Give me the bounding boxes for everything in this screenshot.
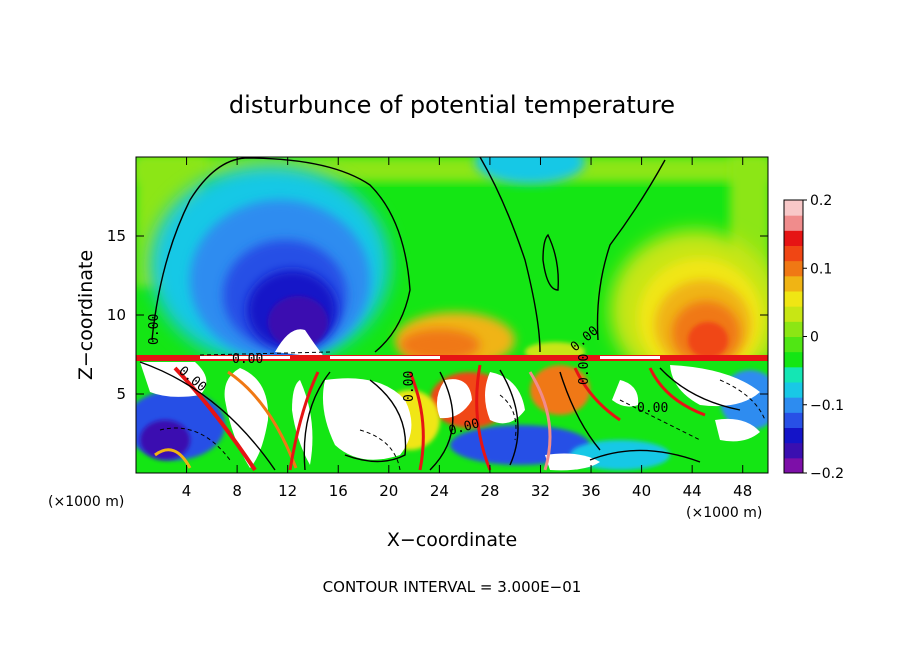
x-tick-label: 48: [733, 482, 752, 500]
y-unit-label: (×1000 m): [48, 494, 124, 510]
colorbar-swatch: [784, 291, 803, 307]
layer-boundary: [136, 355, 768, 361]
y-tick-label: 15: [107, 227, 126, 245]
saturated-region: [436, 379, 472, 419]
colorbar-swatch: [784, 321, 803, 337]
x-tick-label: 12: [278, 482, 297, 500]
colorbar-swatch: [784, 215, 803, 231]
colorbar-tick-label: −0.1: [810, 398, 844, 414]
x-unit-label: (×1000 m): [686, 505, 762, 521]
colorbar: [784, 200, 803, 474]
x-tick-label: 24: [430, 482, 449, 500]
contour-label: 0.00: [147, 314, 162, 345]
saturated-region: [485, 372, 525, 424]
x-axis-label: X−coordinate: [387, 529, 517, 551]
colorbar-labels: 0.2 0.1 0 −0.1 −0.2: [803, 193, 844, 482]
contour-label: 0.00: [232, 352, 263, 367]
colorbar-swatch: [784, 412, 803, 428]
x-tick-label: 44: [683, 482, 702, 500]
colorbar-swatch: [784, 245, 803, 262]
colorbar-swatch: [784, 200, 803, 216]
colorbar-swatch: [784, 442, 803, 459]
lower-layer-field: [136, 361, 768, 473]
colorbar-tick-label: 0: [810, 330, 819, 346]
colorbar-tick-label: 0.1: [810, 261, 832, 277]
x-tick-label: 40: [632, 482, 651, 500]
x-tick-label: 8: [232, 482, 242, 500]
colorbar-swatch: [784, 260, 803, 277]
warm-anomaly: [610, 230, 768, 390]
cold-anomaly: [150, 165, 390, 365]
negative-contour-lines: [159, 351, 766, 471]
colorbar-swatch: [784, 275, 803, 292]
colorbar-swatch: [784, 427, 803, 444]
saturated-region: [224, 368, 269, 468]
x-tick-label: 28: [480, 482, 499, 500]
colorbar-swatch: [784, 306, 803, 322]
y-tick-label: 10: [107, 306, 126, 324]
colorbar-swatch: [784, 457, 803, 474]
y-axis: 5 10 15: [107, 227, 768, 403]
contour-interval-note: CONTOUR INTERVAL = 3.000E−01: [323, 578, 582, 596]
x-tick-label: 36: [581, 482, 600, 500]
contour-label: 0.00: [637, 401, 668, 416]
colorbar-swatch: [784, 351, 803, 368]
x-tick-label: 32: [531, 482, 550, 500]
x-tick-label: 20: [379, 482, 398, 500]
saturated-region: [545, 453, 600, 471]
saturated-region: [670, 365, 760, 407]
colorbar-swatch: [784, 382, 803, 398]
chart-title: disturbunce of potential temperature: [229, 91, 675, 119]
colorbar-swatch: [784, 366, 803, 383]
colorbar-tick-label: −0.2: [810, 466, 844, 482]
y-tick-label: 5: [116, 385, 126, 403]
x-tick-label: 16: [329, 482, 348, 500]
colorbar-swatch: [784, 397, 803, 413]
x-tick-label: 4: [182, 482, 192, 500]
saturated-region: [140, 362, 207, 397]
colorbar-tick-label: 0.2: [810, 193, 832, 209]
colorbar-swatch: [784, 336, 803, 353]
upper-layer-field: [136, 157, 768, 390]
saturated-region: [715, 418, 760, 442]
contour-label: 0.00: [577, 354, 592, 385]
y-axis-label: Z−coordinate: [75, 250, 97, 380]
saturated-region: [612, 380, 639, 407]
contour-label: 0.00: [402, 371, 417, 402]
x-axis: 4 8 12 16 20 24 28 32 36 40 44 48: [182, 157, 752, 500]
contour-lines: [139, 157, 741, 471]
colorbar-swatch: [784, 230, 803, 246]
plot-area: 0.00 0.00 0.00 0.00 0.00 0.00 0.00 0.00: [136, 157, 768, 473]
